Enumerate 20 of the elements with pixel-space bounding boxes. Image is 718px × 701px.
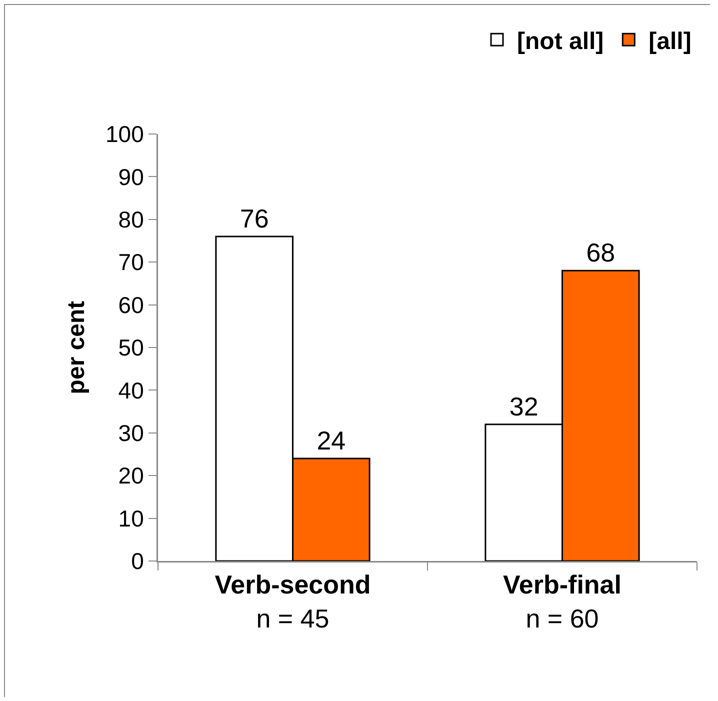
data-label: 76	[240, 203, 269, 234]
y-tick-label: 40	[118, 377, 144, 404]
y-tick-label: 0	[131, 548, 144, 574]
legend-label: [not all]	[517, 28, 604, 56]
legend-label: [all]	[648, 28, 692, 56]
y-tick-label: 70	[118, 249, 144, 276]
x-tick-label: Verb-second n = 45	[214, 570, 371, 634]
y-tick-label: 10	[118, 505, 144, 532]
y-axis-title: per cent	[62, 300, 90, 394]
y-tick-label: 20	[118, 462, 144, 489]
x-tick-label: Verb-final n = 60	[503, 570, 622, 634]
y-tick-label: 80	[118, 206, 144, 232]
data-label: 32	[509, 391, 538, 422]
data-label: 68	[586, 238, 616, 268]
y-tick-label: 30	[118, 420, 144, 446]
y-tick-label: 50	[118, 334, 144, 361]
y-tick-label: 90	[118, 164, 144, 190]
y-tick-label: 60	[118, 292, 144, 318]
data-label: 24	[316, 426, 346, 456]
y-tick-label: 100	[106, 121, 144, 148]
